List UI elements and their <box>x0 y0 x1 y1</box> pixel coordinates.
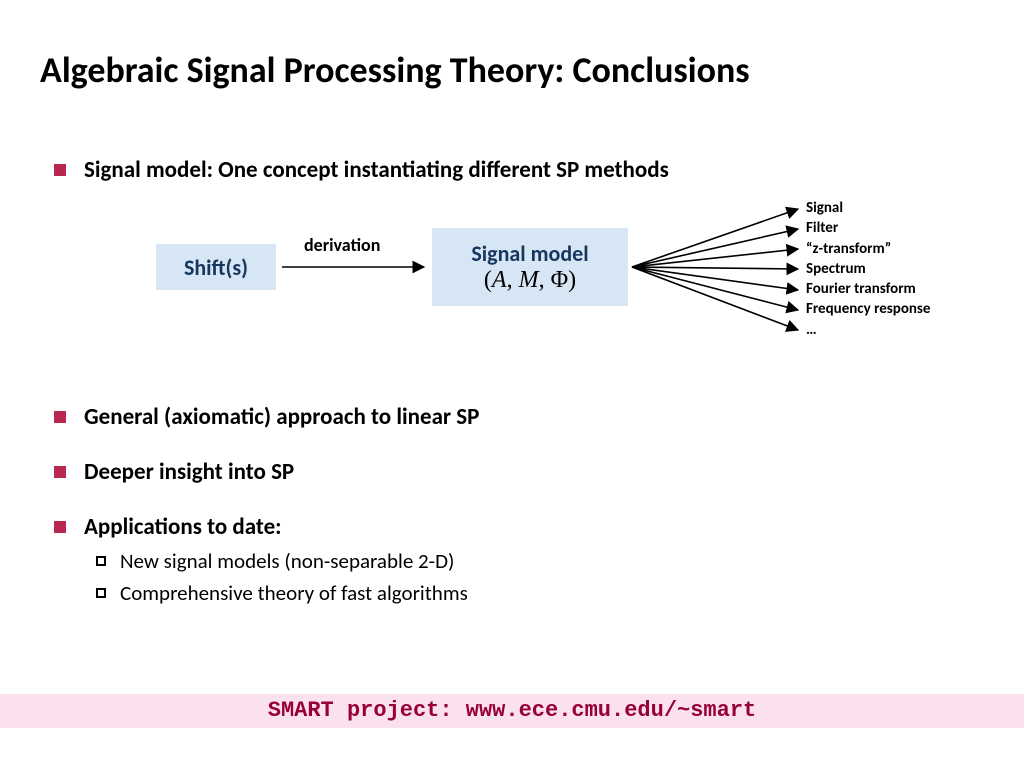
sub-bullet-item: New signal models (non-separable 2-D) <box>96 548 454 574</box>
bullet-item: General (axiomatic) approach to linear S… <box>54 403 479 431</box>
fanout-item: Signal <box>806 198 930 218</box>
math-paren-close: ) <box>568 267 576 293</box>
math-paren-open: ( <box>484 267 492 293</box>
diagram-box-model-title: Signal model <box>471 240 588 267</box>
bullet-item: Deeper insight into SP <box>54 458 294 486</box>
footer-bar: SMART project: www.ece.cmu.edu/~smart <box>0 694 1024 728</box>
sub-bullet-marker <box>96 588 106 598</box>
slide-title: Algebraic Signal Processing Theory: Conc… <box>40 48 750 92</box>
diagram-box-shift: Shift(s) <box>156 244 276 290</box>
math-Phi: Φ <box>551 267 569 293</box>
bullet-text: General (axiomatic) approach to linear S… <box>84 403 479 431</box>
bullet-marker <box>54 411 66 423</box>
bullet-text: Signal model: One concept instantiating … <box>84 156 669 184</box>
diagram-arrow-label: derivation <box>304 234 380 256</box>
fanout-item: Frequency response <box>806 299 930 319</box>
bullet-marker <box>54 164 66 176</box>
math-M: M <box>519 267 539 293</box>
bullet-text: New signal models (non-separable 2-D) <box>120 548 454 574</box>
bullet-text: Applications to date: <box>84 513 282 541</box>
bullet-marker <box>54 466 66 478</box>
fanout-item: … <box>806 320 930 340</box>
slide: Algebraic Signal Processing Theory: Conc… <box>0 0 1024 768</box>
bullet-item: Signal model: One concept instantiating … <box>54 156 669 184</box>
diagram-arrows <box>0 0 1024 768</box>
fanout-item: “z-transform” <box>806 239 930 259</box>
diagram-box-shift-label: Shift(s) <box>184 254 248 281</box>
diagram-fanout-list: SignalFilter“z-transform”SpectrumFourier… <box>806 198 930 340</box>
sub-bullet-item: Comprehensive theory of fast algorithms <box>96 580 468 606</box>
bullet-item: Applications to date: <box>54 513 282 541</box>
footer-text: SMART project: www.ece.cmu.edu/~smart <box>268 698 756 723</box>
bullet-text: Deeper insight into SP <box>84 458 294 486</box>
bullet-text: Comprehensive theory of fast algorithms <box>120 580 468 606</box>
fanout-item: Fourier transform <box>806 279 930 299</box>
fanout-item: Filter <box>806 218 930 238</box>
math-A: A <box>492 267 507 293</box>
diagram-box-model-math: (A, M, Φ) <box>484 267 576 294</box>
sub-bullet-marker <box>96 556 106 566</box>
bullet-marker <box>54 521 66 533</box>
fanout-item: Spectrum <box>806 259 930 279</box>
math-comma-2: , <box>539 267 551 293</box>
math-comma-1: , <box>507 267 519 293</box>
diagram-box-model: Signal model (A, M, Φ) <box>432 228 628 306</box>
